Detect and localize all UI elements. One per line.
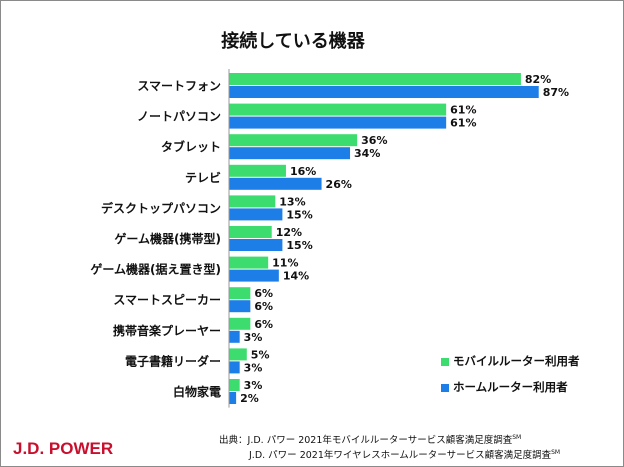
data-label: 3% xyxy=(244,331,263,344)
data-label: 2% xyxy=(240,392,259,405)
legend-label-home: ホームルーター利用者 xyxy=(453,380,568,394)
category-label: スマートフォン xyxy=(137,79,221,93)
data-label: 3% xyxy=(244,379,263,392)
bar xyxy=(229,287,251,300)
bar xyxy=(229,134,358,147)
data-label: 15% xyxy=(286,239,312,252)
data-label: 11% xyxy=(272,257,298,270)
source-prefix: 出典： xyxy=(219,435,248,446)
data-label: 61% xyxy=(450,117,476,130)
bar xyxy=(229,86,539,98)
legend-item-home: ホームルーター利用者 xyxy=(441,379,568,395)
bar xyxy=(229,379,240,391)
bar xyxy=(229,164,286,177)
category-label: デスクトップパソコン xyxy=(101,200,221,215)
bar xyxy=(229,317,251,330)
legend-swatch-mobile xyxy=(441,357,449,366)
bar xyxy=(229,73,521,85)
category-label: テレビ xyxy=(185,170,221,185)
data-label: 5% xyxy=(251,348,270,361)
sm-mark: SM xyxy=(512,433,522,441)
data-label: 3% xyxy=(244,361,263,374)
bar-chart: スマートフォン 82%87% ノートパソコン 61%61% タブレット 36%34% テレビ… xyxy=(90,69,569,408)
legend-label-mobile: モバイルルーター利用者 xyxy=(453,354,580,368)
data-label: 61% xyxy=(450,104,476,117)
bar xyxy=(229,300,251,313)
category-label: 電子書籍リーダー xyxy=(125,353,221,368)
category-label: タブレット xyxy=(161,139,221,154)
jd-power-logo: J.D. POWER xyxy=(13,439,114,458)
source-text-2: J.D. パワー 2021年ワイヤレスホームルーターサービス顧客満足度調査 xyxy=(249,450,552,461)
bar xyxy=(229,147,351,160)
data-label: 16% xyxy=(290,165,316,178)
legend-swatch-home xyxy=(441,383,449,392)
source-line-1: 出典：J.D. パワー 2021年モバイルルーターサービス顧客満足度調査SM xyxy=(219,432,521,446)
source-line-2: J.D. パワー 2021年ワイヤレスホームルーターサービス顧客満足度調査SM xyxy=(249,447,560,461)
category-label: ゲーム機器(据え置き型) xyxy=(90,262,221,277)
bar xyxy=(229,177,322,190)
data-label: 26% xyxy=(326,178,352,191)
data-label: 36% xyxy=(361,134,387,147)
bar xyxy=(229,348,247,361)
category-label: 携帯音楽プレーヤー xyxy=(113,323,221,338)
data-label: 82% xyxy=(525,73,551,86)
bar xyxy=(229,330,240,343)
data-label: 14% xyxy=(283,270,309,283)
data-label: 87% xyxy=(543,86,569,99)
source-text-1: J.D. パワー 2021年モバイルルーターサービス顧客満足度調査 xyxy=(247,435,513,446)
bar xyxy=(229,361,240,374)
category-label: 白物家電 xyxy=(173,384,221,399)
legend-item-mobile: モバイルルーター利用者 xyxy=(441,353,580,369)
data-label: 6% xyxy=(254,318,273,331)
data-label: 6% xyxy=(254,300,273,313)
bar xyxy=(229,256,269,269)
bar xyxy=(229,116,447,129)
category-label: ノートパソコン xyxy=(137,110,221,124)
data-label: 6% xyxy=(254,287,273,300)
data-label: 15% xyxy=(286,208,312,221)
data-label: 13% xyxy=(279,195,305,208)
chart-title: 接続している機器 xyxy=(221,31,365,52)
bar xyxy=(229,269,279,282)
bar xyxy=(229,103,447,116)
bar xyxy=(229,392,237,404)
category-label: ゲーム機器(携帯型) xyxy=(114,231,221,246)
data-label: 12% xyxy=(276,226,302,239)
bar xyxy=(229,208,283,221)
bar xyxy=(229,226,272,238)
bar xyxy=(229,239,283,251)
category-label: スマートスピーカー xyxy=(113,293,221,307)
bar xyxy=(229,195,276,208)
data-label: 34% xyxy=(354,147,380,160)
sm-mark: SM xyxy=(551,448,561,456)
